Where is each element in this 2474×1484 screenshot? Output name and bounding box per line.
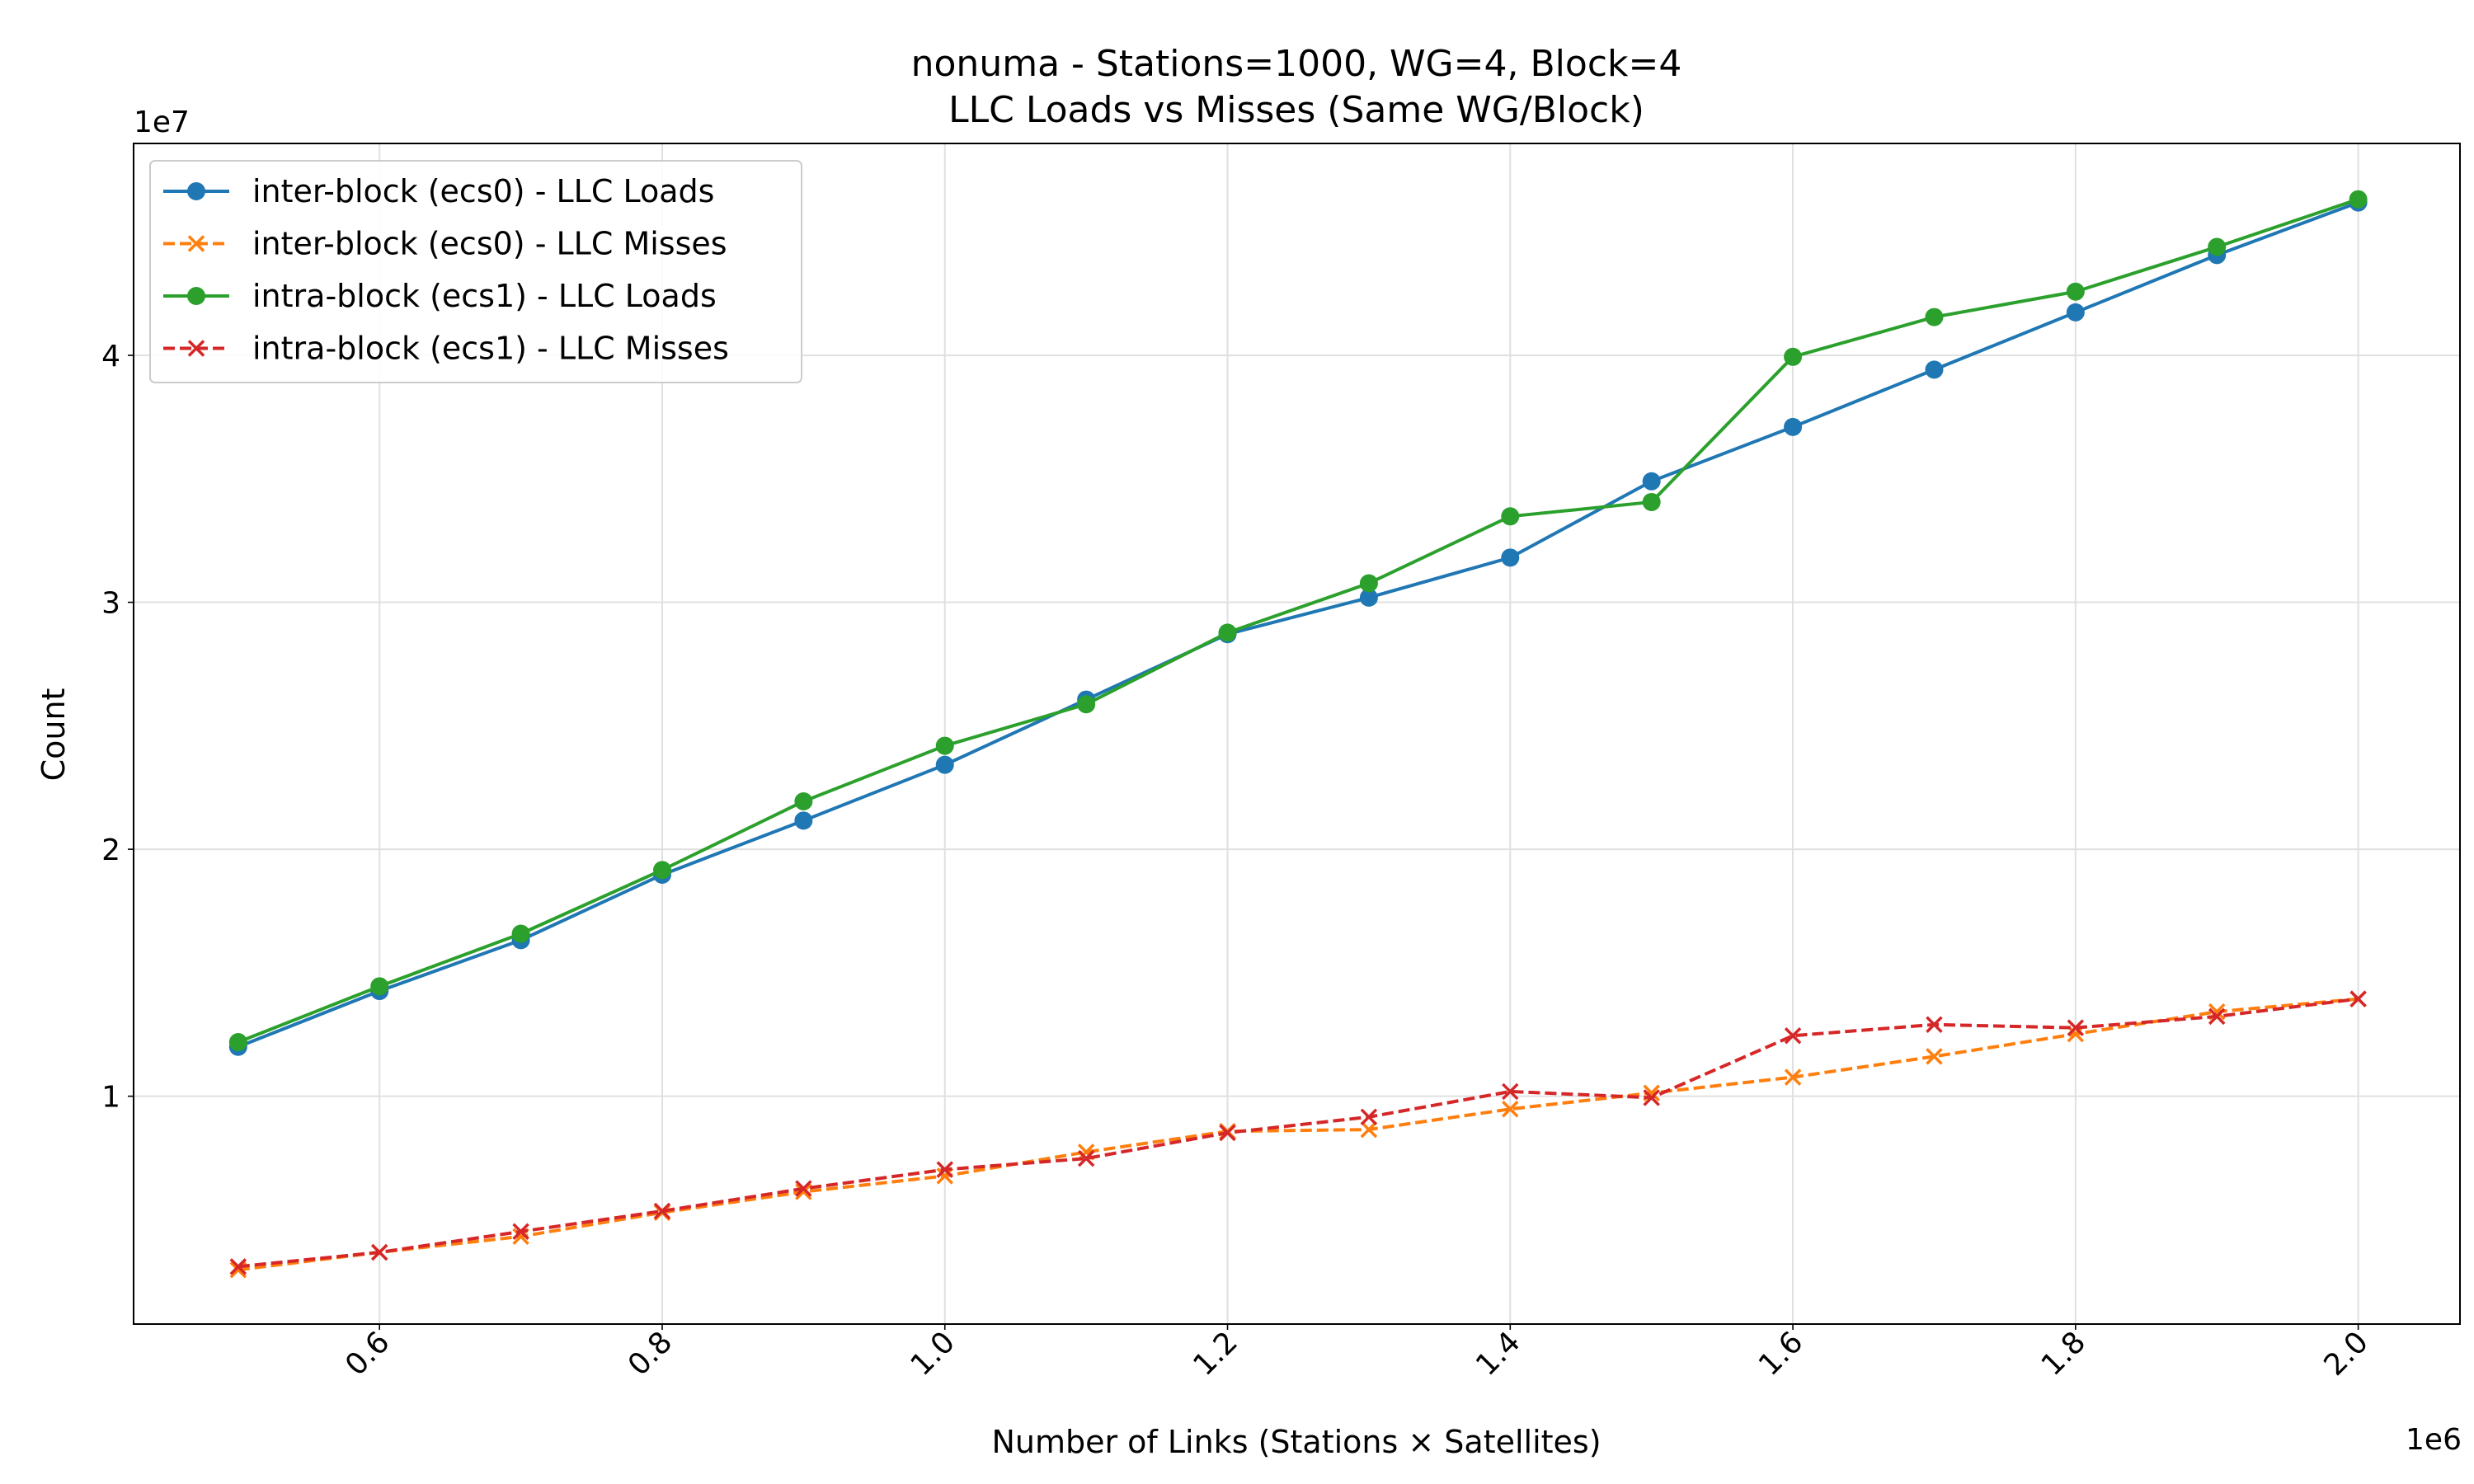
point (935, 755, 954, 774)
point (228, 1033, 247, 1052)
x-tick-label: 1.2 (1187, 1325, 1244, 1382)
point (1502, 1100, 1519, 1118)
point (2066, 282, 2085, 301)
y-tick-label: 1 (101, 1081, 120, 1115)
point (653, 1202, 671, 1220)
series-line (238, 197, 2359, 1044)
chart-title: nonuma - Stations=1000, WG=4, Block=4 (911, 43, 1682, 85)
point (1501, 507, 1520, 526)
point (1077, 1149, 1095, 1167)
point (794, 791, 813, 810)
point (2067, 1019, 2085, 1036)
point (370, 977, 389, 996)
x-tick-label: 0.6 (339, 1325, 396, 1382)
legend-label: inter-block (ecs0) - LLC Misses (252, 226, 727, 262)
point (1359, 574, 1378, 593)
x-axis-label: Number of Links (Stations × Satellites) (991, 1424, 1601, 1460)
point (794, 811, 813, 830)
x-tick-label: 0.8 (622, 1325, 679, 1382)
point (2349, 190, 2368, 209)
point (936, 1167, 953, 1185)
point (1218, 623, 1237, 642)
x-tick-label: 1.0 (905, 1325, 962, 1382)
y-tick-label: 2 (101, 834, 120, 867)
series-line (238, 997, 2359, 1269)
point (2208, 237, 2227, 256)
y-tick-label: 4 (101, 340, 120, 373)
point (1359, 588, 1378, 607)
point (2349, 990, 2367, 1007)
point (1925, 308, 1944, 326)
point (1642, 472, 1661, 491)
point (795, 1180, 812, 1197)
series-line (238, 997, 2359, 1272)
point (1077, 695, 1096, 714)
x-tick-label: 2.0 (2317, 1325, 2374, 1382)
point (512, 1223, 529, 1241)
legend-label: inter-block (ecs0) - LLC Loads (252, 173, 714, 209)
x-tick-label: 1.4 (1470, 1325, 1526, 1382)
legend-box (149, 160, 802, 383)
point (1642, 492, 1661, 511)
point (1501, 548, 1520, 567)
point (1360, 1120, 1378, 1139)
point (1925, 360, 1944, 379)
point (2066, 303, 2085, 322)
point (1643, 1089, 1660, 1106)
y-axis-label: Count (35, 688, 72, 782)
legend-marker (187, 340, 205, 357)
point (936, 1161, 953, 1178)
x-tick-label: 1.8 (2035, 1325, 2092, 1382)
point (1784, 1068, 1802, 1086)
legend-label: intra-block (ecs1) - LLC Misses (252, 331, 729, 367)
point (229, 1258, 247, 1275)
legend-marker (187, 182, 205, 200)
point (1926, 1016, 1943, 1034)
point (1784, 347, 1803, 366)
legend-marker (187, 287, 205, 305)
point (1360, 1108, 1378, 1126)
point (1926, 1048, 1943, 1065)
legend-label: intra-block (ecs1) - LLC Loads (252, 278, 717, 314)
plot-frame (133, 143, 2461, 1325)
legend: inter-block (ecs0) - LLC Loads inter-bloc… (149, 160, 802, 383)
point (1784, 417, 1803, 436)
point (935, 736, 954, 755)
point (370, 1243, 388, 1261)
point (652, 861, 671, 880)
y-offset-label: 1e7 (134, 106, 190, 139)
series-line (238, 200, 2359, 1049)
point (511, 924, 530, 943)
point (1502, 1082, 1519, 1101)
point (1784, 1027, 1802, 1045)
chart-subtitle: LLC Loads vs Misses (Same WG/Block) (948, 89, 1644, 131)
point (2208, 1007, 2226, 1026)
point (1219, 1124, 1236, 1142)
x-tick-label: 1.6 (1752, 1325, 1809, 1382)
y-tick-label: 3 (101, 587, 120, 621)
x-offset-label: 1e6 (2406, 1423, 2462, 1457)
legend-marker (187, 235, 205, 252)
point (795, 1183, 812, 1200)
